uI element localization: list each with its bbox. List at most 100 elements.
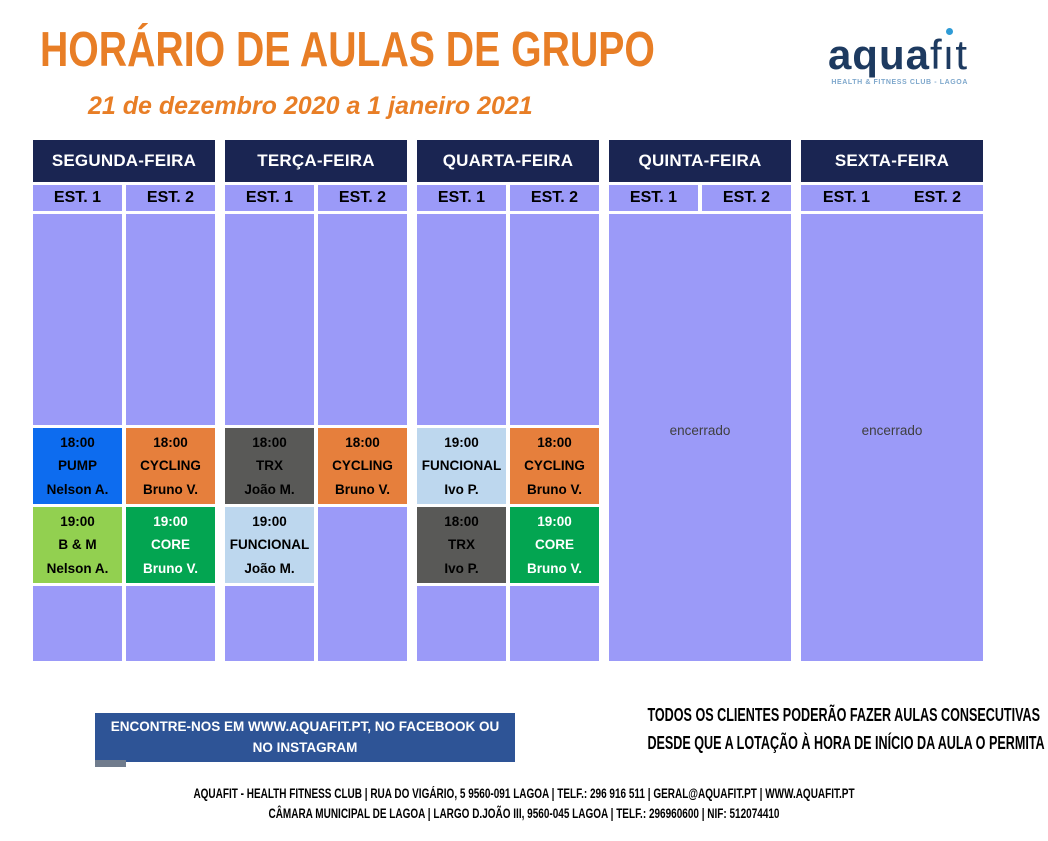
studio-column: 18:00 PUMP Nelson A. 19:00 B & M Nelson …	[33, 214, 122, 661]
class-time: 18:00	[537, 435, 572, 450]
brand-fit: fı t	[930, 28, 968, 78]
est-label: EST. 1	[609, 185, 698, 211]
est-label: EST. 2	[913, 189, 962, 206]
class-name: TRX	[256, 458, 283, 474]
class-name: TRX	[448, 537, 475, 553]
est-row: EST. 1 EST. 2	[33, 185, 215, 211]
class-slot: 19:00 CORE Bruno V.	[126, 507, 215, 583]
empty-block	[417, 586, 506, 661]
consecutive-note: TODOS OS CLIENTES PODERÃO FAZER AULAS CO…	[647, 701, 1044, 757]
class-instructor: Ivo P.	[444, 481, 479, 497]
empty-block	[33, 214, 122, 425]
class-instructor: Bruno V.	[334, 481, 390, 497]
day-column-segunda: SEGUNDA-FEIRA EST. 1 EST. 2 18:00 PUMP N…	[33, 140, 215, 661]
brand-aqua: aqua	[827, 31, 930, 78]
studio-column: 18:00 CYCLING Bruno V. 19:00 CORE Bruno …	[126, 214, 215, 661]
est-label: EST. 1	[417, 185, 506, 211]
day-header: TERÇA-FEIRA	[225, 140, 407, 182]
day-column-quarta: QUARTA-FEIRA EST. 1 EST. 2 19:00 FUNCION…	[417, 140, 599, 661]
class-instructor: João M.	[244, 560, 295, 576]
class-slot: 18:00 CYCLING Bruno V.	[126, 428, 215, 504]
class-name: CORE	[150, 537, 190, 553]
class-name: FUNCIONAL	[421, 458, 502, 474]
class-slot: 18:00 PUMP Nelson A.	[33, 428, 122, 504]
class-name: FUNCIONAL	[229, 537, 310, 553]
brand-wordmark: aquafı t	[827, 28, 968, 78]
class-name: CORE	[534, 537, 574, 553]
class-instructor: Nelson A.	[46, 481, 109, 497]
est-label: EST. 2	[318, 185, 407, 211]
est-row: EST. 1 EST. 2	[609, 185, 791, 211]
day-body: 18:00 TRX João M. 19:00 FUNCIONAL João M…	[225, 214, 407, 661]
empty-block	[417, 214, 506, 425]
est-row: EST. 1 EST. 2	[801, 185, 983, 211]
class-time: 18:00	[345, 435, 380, 450]
day-header: SEXTA-FEIRA	[801, 140, 983, 182]
day-column-terca: TERÇA-FEIRA EST. 1 EST. 2 18:00 TRX João…	[225, 140, 407, 661]
est-row: EST. 1 EST. 2	[417, 185, 599, 211]
footer: AQUAFIT - HEALTH FITNESS CLUB | RUA DO V…	[154, 784, 894, 823]
class-name: PUMP	[57, 458, 97, 474]
class-time: 18:00	[60, 435, 95, 450]
class-slot: 19:00 B & M Nelson A.	[33, 507, 122, 583]
logo-tagline: HEALTH & FITNESS CLUB - LAGOA	[831, 79, 968, 86]
brand-logo: aquafı t HEALTH & FITNESS CLUB - LAGOA	[827, 28, 968, 86]
class-slot: 18:00 CYCLING Bruno V.	[510, 428, 599, 504]
class-time: 19:00	[153, 514, 188, 529]
empty-block	[225, 586, 314, 661]
page-subtitle: 21 de dezembro 2020 a 1 janeiro 2021	[88, 92, 533, 120]
page-title: HORÁRIO DE AULAS DE GRUPO	[40, 23, 655, 77]
class-slot: 19:00 CORE Bruno V.	[510, 507, 599, 583]
class-instructor: Bruno V.	[142, 481, 198, 497]
consecutive-line: TODOS OS CLIENTES PODERÃO FAZER AULAS CO…	[647, 704, 1041, 725]
class-slot: 18:00 TRX Ivo P.	[417, 507, 506, 583]
empty-block	[510, 586, 599, 661]
day-header: QUARTA-FEIRA	[417, 140, 599, 182]
class-instructor: Ivo P.	[444, 560, 479, 576]
footer-line: AQUAFIT - HEALTH FITNESS CLUB | RUA DO V…	[193, 786, 855, 801]
studio-column: 19:00 FUNCIONAL Ivo P. 18:00 TRX Ivo P.	[417, 214, 506, 661]
closed-block: encerrado	[801, 214, 983, 661]
day-column-sexta: SEXTA-FEIRA EST. 1 EST. 2 encerrado	[801, 140, 983, 661]
empty-block	[33, 586, 122, 661]
est-label: EST. 2	[510, 185, 599, 211]
empty-block	[510, 214, 599, 425]
studio-column: 18:00 CYCLING Bruno V.	[318, 214, 407, 661]
class-time: 19:00	[537, 514, 572, 529]
est-label: EST. 1	[33, 185, 122, 211]
class-instructor: Bruno V.	[526, 481, 582, 497]
day-body: 19:00 FUNCIONAL Ivo P. 18:00 TRX Ivo P. …	[417, 214, 599, 661]
day-header: SEGUNDA-FEIRA	[33, 140, 215, 182]
class-instructor: João M.	[244, 481, 295, 497]
class-name: CYCLING	[140, 458, 201, 474]
est-label: EST. 1	[822, 189, 871, 206]
class-instructor: Bruno V.	[142, 560, 198, 576]
class-time: 18:00	[153, 435, 188, 450]
empty-slot	[318, 507, 407, 661]
empty-block	[318, 214, 407, 425]
day-column-quinta: QUINTA-FEIRA EST. 1 EST. 2 encerrado	[609, 140, 791, 661]
class-slot: 18:00 CYCLING Bruno V.	[318, 428, 407, 504]
studio-column: 18:00 CYCLING Bruno V. 19:00 CORE Bruno …	[510, 214, 599, 661]
est-label-merged: EST. 1 EST. 2	[801, 185, 983, 211]
schedule-grid: SEGUNDA-FEIRA EST. 1 EST. 2 18:00 PUMP N…	[33, 140, 983, 661]
class-time: 19:00	[252, 514, 287, 529]
find-us-text: ENCONTRE-NOS EM WWW.AQUAFIT.PT, NO FACEB…	[110, 718, 500, 755]
class-name: CYCLING	[524, 458, 585, 474]
class-slot: 19:00 FUNCIONAL Ivo P.	[417, 428, 506, 504]
class-time: 18:00	[252, 435, 287, 450]
brand-i-dot-icon	[946, 28, 954, 35]
empty-block	[126, 214, 215, 425]
decor-notch	[95, 760, 126, 767]
find-us-box: ENCONTRE-NOS EM WWW.AQUAFIT.PT, NO FACEB…	[95, 713, 515, 762]
footer-line: CÂMARA MUNICIPAL DE LAGOA | LARGO D.JOÃO…	[268, 805, 780, 821]
closed-block: encerrado	[609, 214, 791, 661]
day-body: 18:00 PUMP Nelson A. 19:00 B & M Nelson …	[33, 214, 215, 661]
est-row: EST. 1 EST. 2	[225, 185, 407, 211]
est-label: EST. 2	[702, 185, 791, 211]
empty-block	[126, 586, 215, 661]
day-header: QUINTA-FEIRA	[609, 140, 791, 182]
class-slot: 18:00 TRX João M.	[225, 428, 314, 504]
class-name: B & M	[58, 537, 97, 553]
class-instructor: Nelson A.	[46, 560, 109, 576]
